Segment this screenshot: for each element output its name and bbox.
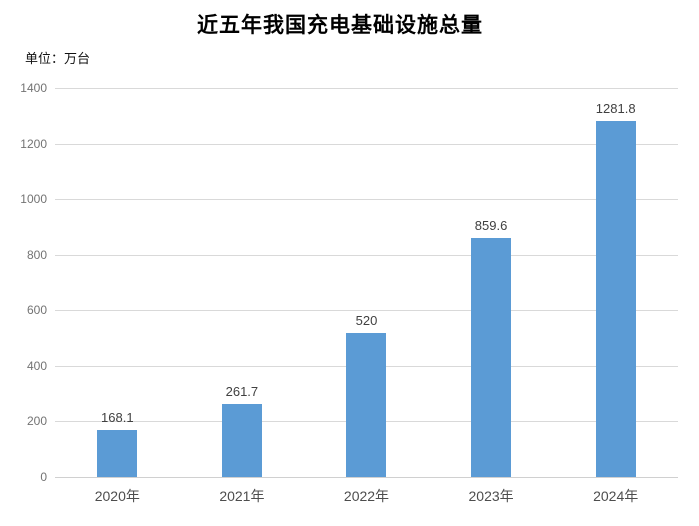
y-tick-label: 1200 [20, 136, 47, 151]
bar-2022 [346, 332, 387, 477]
plot-area: 168.1 261.7 520 859.6 1281.8 [55, 88, 678, 478]
bar-value-label: 261.7 [225, 384, 259, 400]
bar-column: 261.7 [180, 88, 305, 477]
x-axis: 2020年 2021年 2022年 2023年 2024年 [55, 478, 678, 506]
x-tick-label: 2023年 [468, 488, 514, 504]
y-tick-label: 600 [26, 303, 47, 318]
y-tick-label: 400 [26, 358, 47, 373]
unit-label: 单位：万台 [25, 51, 91, 66]
bar-column: 168.1 [55, 88, 180, 477]
x-tick-label: 2022年 [343, 488, 390, 504]
bar-column: 520 [304, 88, 429, 477]
gridline [55, 199, 678, 201]
bar-series: 168.1 261.7 520 859.6 1281.8 [55, 88, 678, 477]
bar-2021 [221, 404, 262, 477]
bar-value-label: 859.6 [474, 218, 508, 234]
y-tick-label: 200 [26, 414, 47, 429]
bar-column: 1281.8 [553, 88, 678, 477]
x-axis-line [55, 477, 678, 478]
x-tick-label: 2020年 [94, 488, 140, 504]
bar-2020 [97, 430, 138, 477]
gridline [55, 88, 678, 89]
y-tick-label: 0 [40, 470, 47, 484]
x-tick-label: 2021年 [219, 488, 265, 504]
x-tick-label: 2024年 [593, 488, 639, 504]
bar-2024 [595, 120, 636, 477]
y-tick-label: 1000 [20, 192, 47, 207]
y-tick-label: 800 [26, 247, 47, 262]
chart-title: 近五年我国充电基础设施总量 [197, 13, 483, 37]
bar-2023 [471, 238, 512, 477]
gridline [55, 310, 678, 312]
gridline [55, 254, 678, 256]
y-axis: 1400 1200 1000 800 600 400 200 0 [0, 81, 47, 484]
gridline [55, 143, 678, 145]
y-tick-label: 1400 [20, 81, 47, 95]
bar-value-label: 520 [355, 312, 378, 328]
bar-value-label: 168.1 [101, 410, 134, 426]
bar-column: 859.6 [429, 88, 554, 477]
bar-value-label: 1281.8 [595, 100, 636, 116]
